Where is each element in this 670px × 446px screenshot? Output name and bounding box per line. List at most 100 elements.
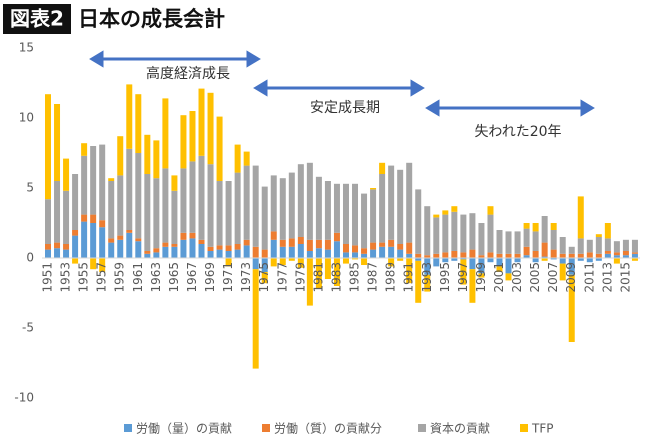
bar-segment [180, 232, 187, 240]
bar-segment [487, 258, 494, 263]
bar-segment [234, 244, 241, 250]
bar-segment [117, 239, 124, 258]
bar-segment [135, 238, 142, 242]
bar-segment [72, 230, 79, 236]
bar-segment [333, 241, 340, 258]
y-tick-label: 15 [19, 41, 34, 55]
bar-segment [180, 239, 187, 258]
bar-segment [342, 183, 349, 244]
bar-segment [505, 253, 512, 258]
x-tick-label: 1963 [149, 262, 163, 293]
bar-segment [451, 211, 458, 251]
bar-segment [478, 258, 485, 274]
x-tick-label: 2001 [492, 262, 506, 293]
bar-segment [63, 249, 70, 258]
bar-segment [315, 176, 322, 240]
bar-segment [162, 246, 169, 258]
bar-segment [622, 255, 629, 258]
bar-segment [370, 189, 377, 243]
bar-segment [586, 239, 593, 253]
bar-segment [216, 116, 223, 181]
bar-segment [189, 111, 196, 162]
bar-segment [225, 181, 232, 246]
bar-segment [595, 258, 602, 261]
bar-segment [370, 242, 377, 250]
bar-segment [306, 162, 313, 240]
x-tick-label: 1965 [167, 262, 181, 293]
bar-segment [243, 165, 250, 240]
x-tick-label: 1987 [366, 262, 380, 293]
bar-segment [117, 235, 124, 240]
bar-segment [288, 246, 295, 258]
bar-segment [108, 238, 115, 243]
bar-segment [45, 244, 51, 250]
y-tick-label: -5 [22, 321, 34, 335]
bar-segment [388, 246, 395, 258]
bar-segment [568, 258, 575, 275]
x-tick-label: 1969 [203, 262, 217, 293]
bar-segment [342, 252, 349, 258]
bar-segment [108, 181, 115, 239]
x-tick-label: 1967 [185, 262, 199, 293]
bar-segment [388, 258, 395, 267]
bar-segment [514, 253, 521, 258]
bar-segment [270, 231, 277, 240]
bar-segment [487, 214, 494, 253]
bar-segment [207, 92, 214, 165]
bar-segment [559, 237, 566, 254]
bar-segment [433, 253, 440, 258]
bar-segment [297, 237, 304, 244]
bar-segment [108, 242, 115, 258]
bar-segment [54, 104, 61, 181]
x-tick-label: 1999 [474, 262, 488, 293]
bar-segment [604, 238, 611, 251]
bar-segment [333, 232, 340, 242]
arrowhead [580, 99, 595, 117]
x-tick-label: 1959 [113, 262, 127, 293]
bar-segment [397, 169, 404, 244]
bar-segment [424, 255, 431, 258]
bar-segment [415, 260, 422, 303]
bar-segment [352, 258, 359, 260]
bar-segment [90, 258, 97, 270]
bar-segment [279, 246, 286, 258]
x-tick-label: 2007 [546, 262, 560, 293]
bar-segment [478, 255, 485, 258]
legend-swatch [520, 424, 528, 432]
bar-segment [126, 84, 133, 149]
bar-segment [469, 258, 476, 270]
bar-segment [487, 252, 494, 258]
bar-segment [81, 214, 88, 222]
bar-segment [288, 172, 295, 239]
legend-label: 資本の貢献 [430, 421, 490, 436]
bar-segment [541, 256, 548, 258]
bar-segment [433, 214, 440, 218]
bar-segment [406, 253, 413, 258]
legend-swatch [418, 424, 426, 432]
bar-segment [306, 251, 313, 258]
bar-segment [171, 190, 178, 244]
x-tick-label: 1991 [402, 262, 416, 293]
x-tick-label: 1953 [59, 262, 73, 293]
bar-segment [370, 249, 377, 258]
bar-segment [478, 223, 485, 256]
bar-segment [613, 241, 620, 253]
bar-segment [135, 153, 142, 239]
bar-segment [631, 253, 638, 258]
bar-segment [54, 248, 61, 258]
bar-segment [406, 162, 413, 243]
bar-segment [225, 258, 232, 267]
bar-segment [90, 223, 97, 258]
bar-segment [63, 190, 70, 244]
x-tick-label: 1971 [221, 262, 235, 293]
x-tick-label: 2015 [618, 262, 632, 293]
bar-segment [45, 199, 51, 244]
bar-segment [261, 249, 268, 258]
x-tick-label: 1979 [293, 262, 307, 293]
bar-segment [496, 253, 503, 258]
bar-segment [108, 178, 115, 181]
bar-segment [234, 249, 241, 258]
bar-segment [550, 223, 557, 230]
bar-segment [90, 214, 97, 223]
bar-segment [604, 251, 611, 254]
